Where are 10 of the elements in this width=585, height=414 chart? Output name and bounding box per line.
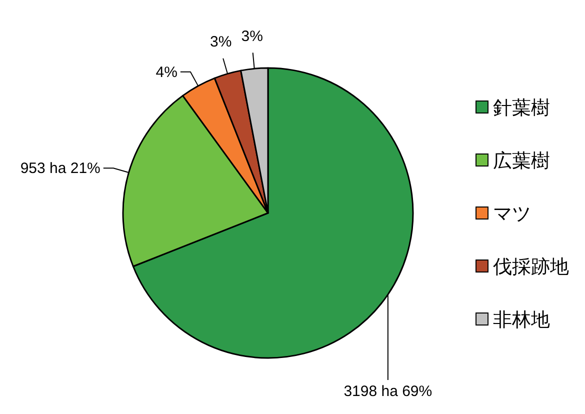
data-label: 4% [156,64,178,81]
data-label: 953 ha 21% [20,160,100,178]
data-label: 3% [210,34,232,51]
legend-label: マツ [493,204,531,225]
data-label: 3198 ha 69% [344,383,432,400]
legend-label: 広葉樹 [493,150,550,172]
legend-label: 非林地 [493,310,550,331]
legend-label: 伐採跡地 [493,257,569,278]
legend-label: 針葉樹 [493,98,550,119]
data-label: 3% [241,28,263,45]
